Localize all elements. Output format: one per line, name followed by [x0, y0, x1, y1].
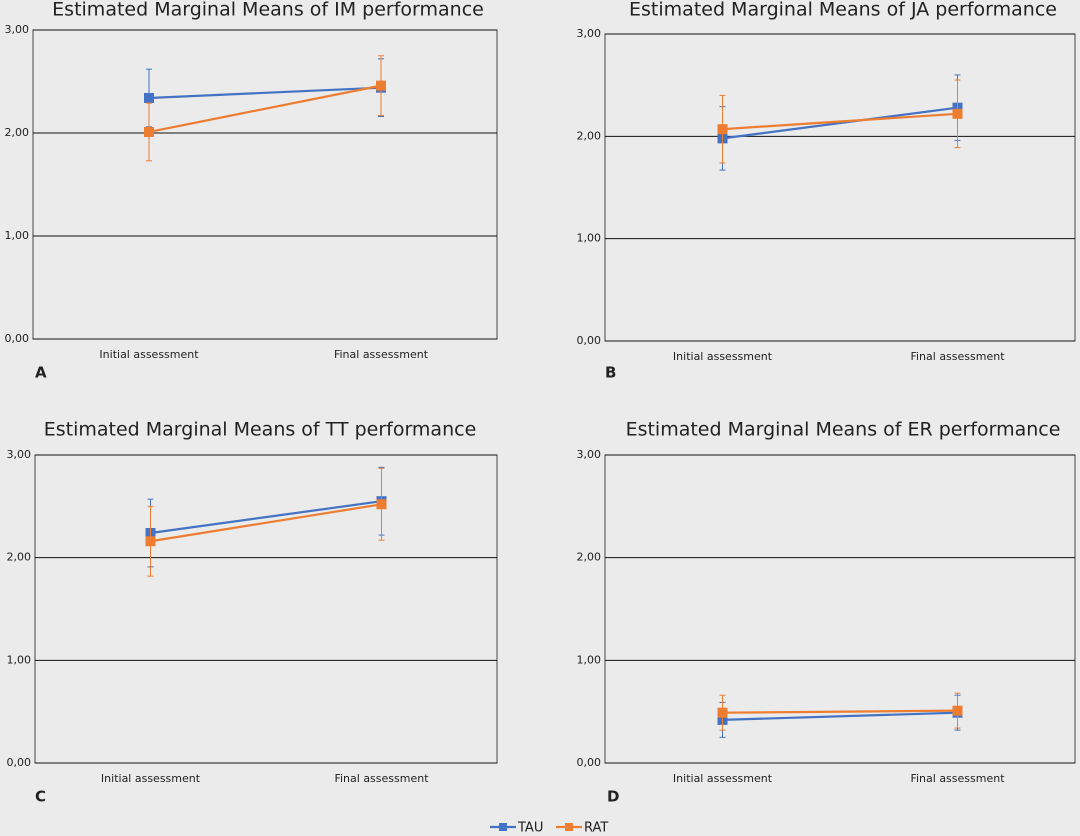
x-tick-label: Final assessment — [334, 348, 429, 361]
series-line — [150, 500, 382, 535]
panel-label: C — [35, 788, 46, 806]
marker — [376, 499, 387, 510]
panel-label: D — [607, 788, 619, 806]
y-tick-label: 3,00 — [5, 23, 30, 36]
y-tick-label: 1,00 — [577, 232, 602, 245]
marker — [144, 92, 154, 103]
marker — [145, 536, 156, 547]
series-line — [150, 503, 382, 543]
marker — [717, 124, 728, 135]
panel-label: A — [35, 364, 47, 382]
marker — [952, 108, 963, 119]
y-tick-label: 0,00 — [577, 334, 602, 347]
series-line — [722, 709, 958, 714]
y-tick-label: 1,00 — [577, 653, 602, 666]
y-tick-label: 2,00 — [5, 126, 30, 139]
x-tick-label: Initial assessment — [99, 348, 199, 361]
y-tick-label: 3,00 — [577, 27, 602, 40]
y-tick-label: 1,00 — [7, 653, 32, 666]
chart-title: Estimated Marginal Means of TT performan… — [44, 419, 477, 441]
x-tick-label: Final assessment — [910, 772, 1005, 785]
legend-label: RAT — [584, 821, 608, 836]
chart-title: Estimated Marginal Means of ER performan… — [626, 419, 1061, 441]
series-line — [148, 84, 382, 134]
y-tick-label: 3,00 — [577, 448, 602, 461]
legend-marker — [499, 823, 507, 831]
y-tick-label: 2,00 — [577, 129, 602, 142]
series-line — [722, 711, 958, 721]
legend-label: TAU — [517, 821, 543, 836]
x-tick-label: Initial assessment — [101, 772, 201, 785]
y-tick-label: 0,00 — [5, 332, 30, 345]
x-tick-label: Final assessment — [334, 772, 429, 785]
x-tick-label: Initial assessment — [673, 772, 773, 785]
chart-title: Estimated Marginal Means of IM performan… — [52, 0, 484, 21]
y-tick-label: 0,00 — [577, 756, 602, 769]
legend-marker — [565, 823, 573, 831]
series-line — [722, 112, 958, 131]
y-tick-label: 2,00 — [577, 551, 602, 564]
x-tick-label: Initial assessment — [673, 350, 773, 363]
y-tick-label: 3,00 — [7, 448, 32, 461]
marker — [144, 126, 154, 137]
y-tick-label: 0,00 — [7, 756, 32, 769]
marker — [952, 705, 963, 716]
chart-title: Estimated Marginal Means of JA performan… — [629, 0, 1057, 21]
series-line — [722, 106, 958, 140]
marker — [376, 80, 386, 91]
series-line — [148, 86, 382, 100]
marker — [717, 707, 728, 718]
panel-label: B — [605, 364, 616, 382]
y-tick-label: 1,00 — [5, 229, 30, 242]
y-tick-label: 2,00 — [7, 551, 32, 564]
x-tick-label: Final assessment — [910, 350, 1005, 363]
